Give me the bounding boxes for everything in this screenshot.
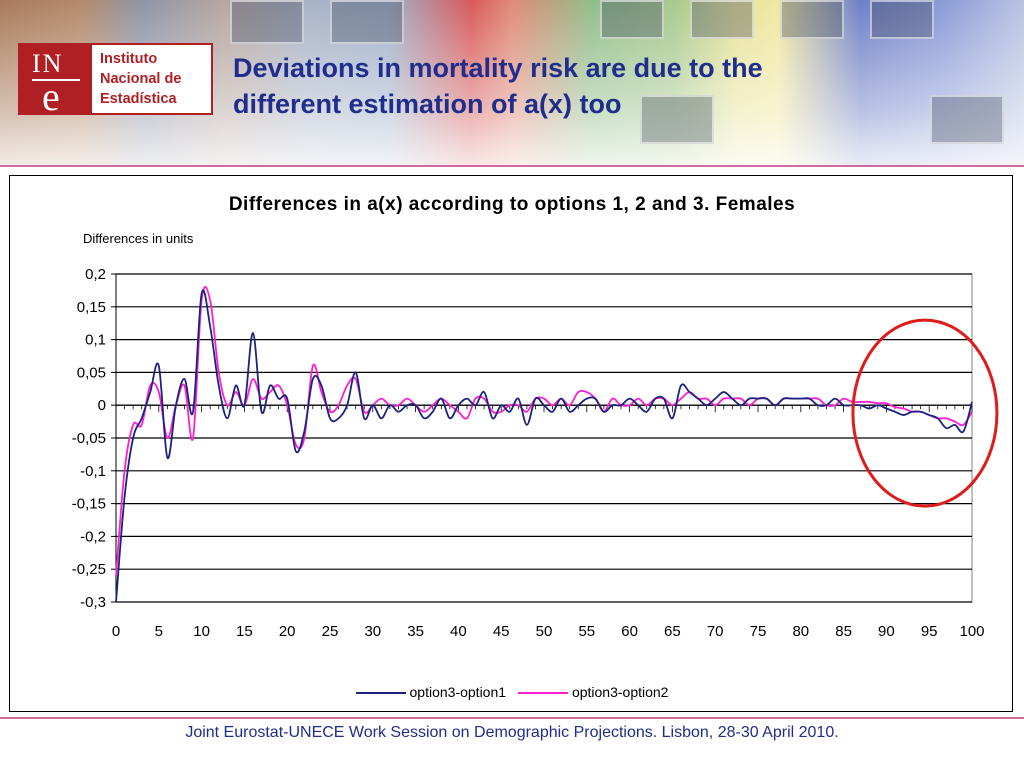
ine-logo: IN e Instituto Nacional de Estadística xyxy=(18,43,213,119)
x-tick-label: 95 xyxy=(921,623,938,640)
slide-title: Deviations in mortality risk are due to … xyxy=(233,50,993,122)
building-window xyxy=(600,0,664,39)
y-tick-label: 0,15 xyxy=(77,299,106,316)
logo-mark-top: IN xyxy=(32,49,64,78)
x-tick-label: 10 xyxy=(193,623,210,640)
y-tick-label: -0,3 xyxy=(80,594,106,611)
header-divider xyxy=(0,165,1024,167)
building-window xyxy=(230,0,304,44)
x-tick-label: 35 xyxy=(407,623,424,640)
y-axis-label: Differences in units xyxy=(83,231,194,246)
building-window xyxy=(330,0,404,44)
x-tick-label: 80 xyxy=(792,623,809,640)
y-tick-label: -0,1 xyxy=(80,463,106,480)
logo-text: Instituto Nacional de Estadística xyxy=(100,49,181,109)
building-window xyxy=(690,0,754,39)
x-tick-label: 55 xyxy=(578,623,595,640)
x-tick-label: 100 xyxy=(959,623,984,640)
chart-frame: Differences in a(x) according to options… xyxy=(9,175,1013,712)
ine-logo-mark: IN e xyxy=(20,45,92,119)
x-tick-label: 60 xyxy=(621,623,638,640)
legend-label: option3-option2 xyxy=(571,684,669,700)
x-tick-label: 75 xyxy=(750,623,767,640)
y-tick-label: -0,25 xyxy=(72,561,106,578)
x-tick-label: 65 xyxy=(664,623,681,640)
logo-line-1: Instituto xyxy=(100,51,158,67)
legend-swatch-option3-option1 xyxy=(355,692,406,695)
y-tick-label: 0 xyxy=(98,397,106,414)
x-tick-label: 85 xyxy=(835,623,852,640)
chart-title: Differences in a(x) according to options… xyxy=(228,194,796,215)
x-tick-label: 30 xyxy=(364,623,381,640)
y-tick-label: -0,2 xyxy=(80,528,106,545)
logo-mark-bar xyxy=(32,79,80,81)
footer-text: Joint Eurostat-UNECE Work Session on Dem… xyxy=(185,724,839,741)
x-tick-label: 45 xyxy=(493,623,510,640)
building-window xyxy=(930,95,1004,144)
y-tick-label: -0,15 xyxy=(72,496,106,513)
slide-title-line-2: different estimation of a(x) too xyxy=(233,89,622,119)
legend-item-option3-option1: option3-option1 xyxy=(355,684,507,700)
x-tick-label: 15 xyxy=(236,623,253,640)
building-window xyxy=(780,0,844,39)
x-tick-label: 5 xyxy=(155,623,163,640)
x-tick-label: 0 xyxy=(112,623,120,640)
y-tick-label: -0,05 xyxy=(72,430,106,447)
series-line-option3-option1 xyxy=(115,289,973,603)
line-chart: 0,2 0,15 0,1 0,05 0 -0,05 -0,1 -0,15 -0,2 -0,25 -0… xyxy=(72,266,999,640)
logo-mark-bottom: e xyxy=(42,74,60,119)
y-tick-label: 0,2 xyxy=(85,266,106,283)
legend-swatch-option3-option2 xyxy=(517,692,568,695)
x-tick-label: 20 xyxy=(279,623,296,640)
x-tick-label: 25 xyxy=(322,623,339,640)
x-tick-label: 50 xyxy=(536,623,553,640)
logo-line-2: Nacional de xyxy=(100,71,182,87)
y-tick-label: 0,05 xyxy=(77,364,106,381)
building-window xyxy=(640,95,714,144)
legend-item-option3-option2: option3-option2 xyxy=(517,684,669,700)
x-tick-label: 70 xyxy=(707,623,724,640)
highlight-circle xyxy=(851,318,999,508)
x-tick-label: 90 xyxy=(878,623,895,640)
chart-legend: option3-option1 option3-option2 xyxy=(10,684,1014,700)
legend-label: option3-option1 xyxy=(409,684,507,700)
building-window xyxy=(870,0,934,39)
footer-divider xyxy=(0,717,1024,719)
y-tick-label: 0,1 xyxy=(85,332,106,349)
logo-line-3: Estadística xyxy=(100,91,177,107)
x-tick-label: 40 xyxy=(450,623,467,640)
slide-title-line-1: Deviations in mortality risk are due to … xyxy=(233,53,763,83)
